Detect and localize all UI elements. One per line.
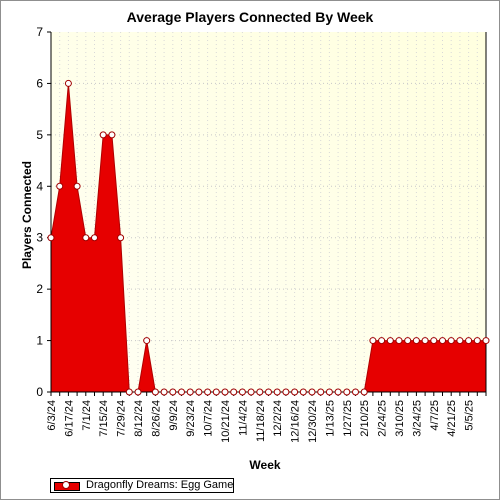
data-point <box>325 388 333 396</box>
y-tick-label: 0 <box>36 385 43 399</box>
x-tick-label: 10/7/24 <box>203 400 215 437</box>
data-point <box>291 388 299 396</box>
data-point <box>64 79 72 87</box>
y-tick-label: 2 <box>36 282 43 296</box>
data-point <box>334 388 342 396</box>
data-point <box>151 388 159 396</box>
legend-marker <box>62 481 70 489</box>
x-tick-label: 10/21/24 <box>220 400 232 443</box>
data-point <box>473 337 481 345</box>
data-point <box>273 388 281 396</box>
y-tick-label: 6 <box>36 76 43 90</box>
data-point <box>221 388 229 396</box>
data-point <box>352 388 359 396</box>
data-point <box>47 234 55 242</box>
data-point <box>386 337 394 345</box>
data-point <box>447 337 455 345</box>
y-tick-label: 3 <box>36 231 43 245</box>
x-tick-label: 6/17/24 <box>63 400 75 437</box>
data-point <box>117 234 125 242</box>
y-tick-label: 4 <box>36 179 43 193</box>
data-point <box>395 337 403 345</box>
data-point <box>430 337 438 345</box>
data-point <box>378 337 386 345</box>
x-tick-label: 3/10/25 <box>394 400 406 437</box>
data-point <box>456 337 464 345</box>
data-point <box>99 131 107 139</box>
data-point <box>73 182 81 190</box>
x-tick-label: 7/1/24 <box>81 400 93 431</box>
x-tick-label: 6/3/24 <box>46 400 58 431</box>
data-point <box>465 337 473 345</box>
x-tick-label: 12/30/24 <box>307 400 319 443</box>
x-tick-label: 11/18/24 <box>255 400 267 442</box>
data-point <box>169 388 177 396</box>
y-tick-label: 1 <box>36 334 43 348</box>
data-point <box>265 388 272 396</box>
data-point <box>439 337 446 345</box>
x-tick-label: 2/24/25 <box>377 400 389 437</box>
data-point <box>343 388 351 396</box>
data-point <box>195 388 203 396</box>
legend-label: Dragonfly Dreams: Egg Game <box>86 479 234 491</box>
x-tick-label: 8/12/24 <box>133 400 145 437</box>
data-point <box>204 388 212 396</box>
x-tick-label: 12/16/24 <box>290 400 302 443</box>
data-point <box>178 388 185 396</box>
data-point <box>160 388 168 396</box>
chart-title: Average Players Connected By Week <box>126 9 374 25</box>
data-point <box>317 388 325 396</box>
x-tick-label: 1/13/25 <box>324 400 336 437</box>
x-tick-label: 5/5/25 <box>464 400 476 431</box>
data-point <box>299 388 307 396</box>
data-point <box>308 388 316 396</box>
x-tick-label: 9/9/24 <box>168 400 180 431</box>
y-tick-label: 5 <box>36 128 43 142</box>
x-tick-label: 2/10/25 <box>359 400 371 437</box>
x-tick-label: 3/24/25 <box>411 400 423 437</box>
data-point <box>360 388 368 396</box>
data-point <box>482 337 490 345</box>
x-axis-label: Week <box>249 458 281 472</box>
x-tick-label: 11/4/24 <box>237 400 249 436</box>
data-point <box>143 337 151 345</box>
x-tick-label: 7/15/24 <box>98 400 110 437</box>
data-point <box>369 337 377 345</box>
x-tick-label: 8/26/24 <box>150 400 162 437</box>
data-point <box>91 234 98 242</box>
data-point <box>238 388 246 396</box>
data-point <box>256 388 264 396</box>
data-point <box>230 388 238 396</box>
y-tick-label: 7 <box>36 25 43 39</box>
data-point <box>282 388 290 396</box>
data-point <box>82 234 90 242</box>
data-point <box>134 388 142 396</box>
series-area <box>51 83 486 392</box>
data-point <box>212 388 220 396</box>
x-tick-label: 4/7/25 <box>429 400 441 431</box>
legend: Dragonfly Dreams: Egg Game <box>50 478 234 493</box>
x-tick-label: 7/29/24 <box>116 400 128 437</box>
data-point <box>125 388 133 396</box>
x-tick-label: 9/23/24 <box>185 400 197 437</box>
data-point <box>56 182 64 190</box>
x-tick-label: 4/21/25 <box>446 400 458 437</box>
data-point <box>412 337 420 345</box>
x-tick-label: 12/2/24 <box>272 400 284 437</box>
data-point <box>421 337 429 345</box>
data-point <box>247 388 255 396</box>
x-tick-label: 1/27/25 <box>342 400 354 437</box>
data-point <box>108 131 116 139</box>
data-point <box>186 388 194 396</box>
data-point <box>404 337 412 345</box>
